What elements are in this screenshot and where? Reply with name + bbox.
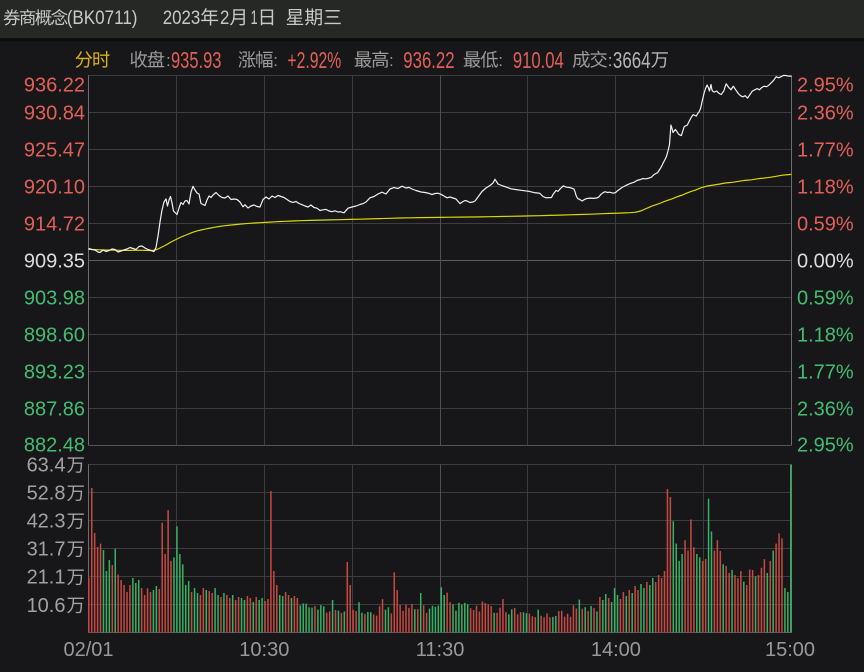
svg-text:920.10: 920.10 [24, 176, 85, 198]
svg-text:2.36%: 2.36% [797, 103, 854, 125]
svg-text:0.59%: 0.59% [797, 213, 854, 235]
svg-text::: : [166, 51, 171, 70]
svg-text:+2.92%: +2.92% [287, 47, 341, 73]
svg-text:10:30: 10:30 [239, 639, 289, 661]
svg-text:2.95%: 2.95% [797, 75, 854, 97]
svg-text:52.8: 52.8 [27, 483, 66, 505]
svg-text:02/01: 02/01 [63, 639, 113, 661]
svg-text:914.72: 914.72 [24, 213, 85, 235]
svg-text:893.23: 893.23 [24, 361, 85, 383]
svg-text:31.7: 31.7 [27, 539, 66, 561]
svg-text:882.48: 882.48 [24, 435, 85, 457]
svg-text:14:00: 14:00 [591, 639, 641, 661]
svg-text:1.77%: 1.77% [797, 140, 854, 162]
svg-text:1.18%: 1.18% [797, 324, 854, 346]
svg-text::: : [389, 51, 394, 70]
svg-text:910.04: 910.04 [513, 47, 564, 73]
svg-text:11:30: 11:30 [416, 639, 465, 661]
svg-text:2.95%: 2.95% [797, 435, 854, 457]
svg-text:(BK0711): (BK0711) [67, 8, 138, 29]
svg-text:1.18%: 1.18% [797, 176, 854, 198]
svg-text:2.36%: 2.36% [797, 398, 854, 420]
svg-text::: : [608, 51, 613, 70]
svg-text:2: 2 [220, 8, 229, 29]
svg-text:936.22: 936.22 [24, 75, 85, 97]
svg-text:2023: 2023 [163, 8, 201, 29]
svg-text:925.47: 925.47 [24, 140, 85, 162]
svg-text:10.6: 10.6 [27, 595, 66, 617]
svg-text:0.59%: 0.59% [797, 287, 854, 309]
svg-text:898.60: 898.60 [24, 324, 85, 346]
svg-text:935.93: 935.93 [171, 47, 221, 73]
svg-text::: : [273, 51, 278, 70]
svg-text:930.84: 930.84 [24, 103, 85, 125]
svg-text:3664: 3664 [613, 47, 651, 73]
svg-text:0.00%: 0.00% [797, 250, 854, 272]
svg-text:1: 1 [251, 8, 258, 29]
svg-text:909.35: 909.35 [24, 250, 85, 272]
svg-text:936.22: 936.22 [403, 47, 454, 73]
svg-text:903.98: 903.98 [24, 287, 85, 309]
svg-text:42.3: 42.3 [27, 511, 66, 533]
svg-text:887.86: 887.86 [24, 398, 85, 420]
svg-text::: : [498, 51, 503, 70]
svg-text:63.4: 63.4 [27, 455, 66, 477]
svg-text:15:00: 15:00 [765, 639, 815, 661]
svg-text:1.77%: 1.77% [797, 361, 854, 383]
svg-text:21.1: 21.1 [27, 567, 66, 589]
